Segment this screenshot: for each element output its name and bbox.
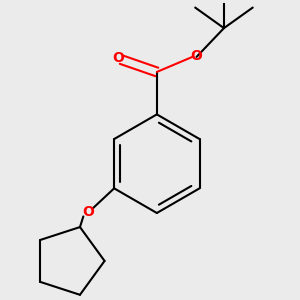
Text: O: O — [82, 205, 94, 219]
Text: O: O — [112, 51, 124, 65]
Text: O: O — [190, 49, 202, 62]
